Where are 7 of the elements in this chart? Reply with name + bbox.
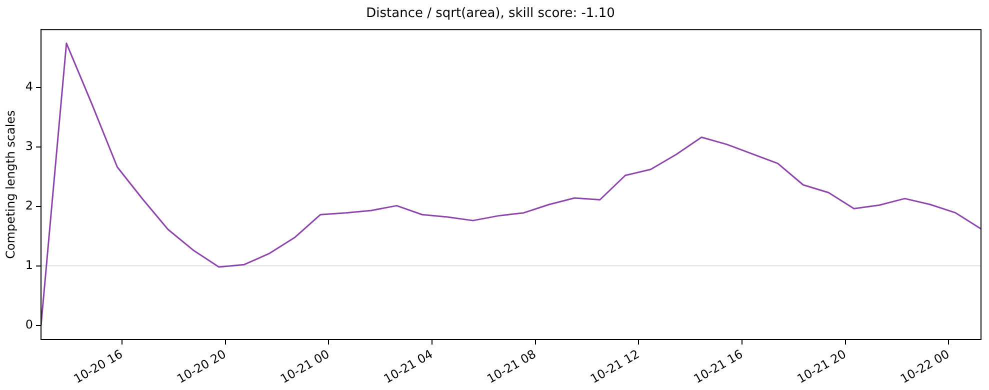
y-tick-label: 2 <box>25 198 34 212</box>
y-tick-label: 0 <box>25 317 34 332</box>
y-tick-label: 4 <box>25 79 34 94</box>
y-tick-label: 1 <box>25 258 34 272</box>
y-tick-label: 3 <box>25 138 34 153</box>
y-axis-title: Competing length scales <box>3 110 18 259</box>
chart-title: Distance / sqrt(area), skill score: -1.10 <box>366 6 615 22</box>
